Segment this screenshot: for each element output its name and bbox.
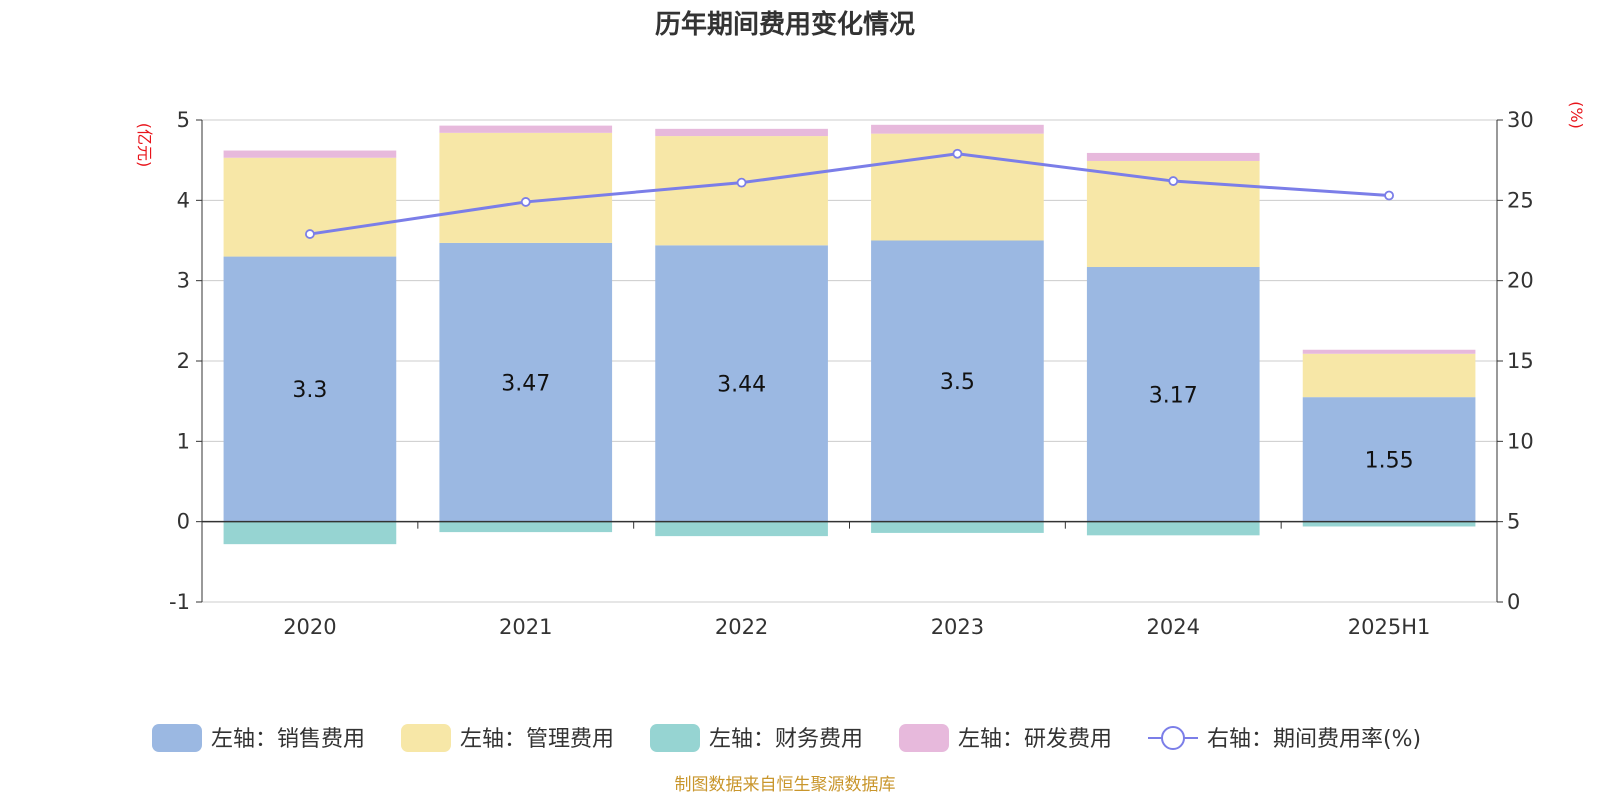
rate-point [520, 197, 531, 207]
right-tick-label: 25 [1507, 188, 1534, 212]
bar-segment [871, 240, 1044, 522]
bar-segment [871, 124, 1044, 134]
bar-segment [1302, 349, 1476, 354]
right-tick-label: 15 [1507, 349, 1534, 373]
left-tick-label: 3 [177, 269, 190, 293]
bar-segment [1086, 267, 1260, 522]
bar-segment [223, 150, 397, 158]
left-tick-label: 0 [177, 510, 190, 534]
x-tick-label: 2023 [931, 615, 984, 639]
bar-segment [655, 521, 828, 537]
x-tick-label: 2024 [1147, 615, 1200, 639]
legend-item: 右轴：期间费用率(%) [1148, 726, 1421, 752]
bar-labels: 3.3 3.47 3.44 3.5 3.17 1.55 [292, 370, 1413, 473]
legend-item: 左轴：研发费用 [899, 724, 1112, 752]
right-tick-label: 10 [1507, 429, 1534, 453]
data-label: 3.17 [1149, 383, 1198, 408]
left-axis-unit: (亿元) [135, 123, 154, 168]
bar-segment [1302, 397, 1476, 522]
x-tick-label: 2021 [499, 615, 552, 639]
rate-point [305, 229, 315, 239]
legend-item: 左轴：销售费用 [152, 724, 365, 752]
legend-swatch [152, 724, 202, 752]
legend-swatch [899, 724, 949, 752]
x-tick-label: 2025H1 [1348, 615, 1431, 639]
left-tick-label: 4 [177, 188, 190, 212]
bar-segment [439, 242, 613, 522]
bar-segment [655, 245, 828, 522]
left-tick-label: -1 [169, 590, 190, 614]
right-tick-label: 30 [1507, 108, 1534, 132]
legend: 左轴：销售费用 左轴：管理费用 左轴：财务费用 左轴：研发费用 右轴：期间费用率(%) [152, 724, 1421, 752]
rate-point [1384, 190, 1394, 201]
legend-label: 左轴：研发费用 [958, 727, 1112, 752]
bar-segment [1086, 152, 1260, 161]
rate-point [1168, 176, 1179, 186]
right-tick-label: 0 [1507, 590, 1520, 614]
bar-segment [223, 256, 397, 522]
bar-segment [1302, 521, 1476, 527]
legend-swatch [401, 724, 451, 752]
rate-line [305, 148, 1394, 239]
bar-segment [439, 125, 613, 133]
data-label: 3.44 [717, 372, 766, 397]
data-label: 3.3 [292, 378, 327, 403]
x-tick-label: 2020 [283, 615, 336, 639]
source-footer: 制图数据来自恒生聚源数据库 [675, 775, 896, 795]
axes: -1 0 1 2 3 4 5 0 5 10 15 20 25 30 2020 2021 2022 2023 2024… [169, 108, 1534, 639]
bar-segment [1302, 353, 1476, 398]
rate-point [736, 177, 747, 188]
rate-line-path [309, 152, 1390, 236]
legend-item: 左轴：管理费用 [401, 724, 614, 752]
bar-segment [1086, 521, 1260, 536]
bars [223, 124, 1476, 545]
bar-segment [439, 521, 613, 533]
bar-segment [655, 136, 828, 246]
x-tick-label: 2022 [715, 615, 768, 639]
legend-marker-icon [1161, 726, 1185, 750]
right-tick-label: 5 [1507, 510, 1520, 534]
gridlines [202, 119, 1497, 603]
rate-point [952, 148, 963, 159]
left-tick-label: 2 [177, 349, 190, 373]
legend-item: 左轴：财务费用 [650, 724, 863, 752]
data-label: 3.47 [501, 371, 550, 396]
bar-segment [223, 157, 397, 257]
bar-segment [871, 521, 1044, 533]
right-axis-unit: (%) [1567, 101, 1586, 129]
legend-label: 右轴：期间费用率(%) [1207, 727, 1421, 752]
legend-label: 左轴：销售费用 [211, 727, 365, 752]
bar-segment [439, 132, 613, 243]
bar-segment [655, 128, 828, 137]
right-tick-label: 20 [1507, 269, 1534, 293]
left-tick-label: 1 [177, 429, 190, 453]
data-label: 1.55 [1365, 448, 1414, 473]
legend-label: 左轴：财务费用 [709, 727, 863, 752]
legend-swatch [650, 724, 700, 752]
data-label: 3.5 [940, 370, 975, 395]
left-tick-label: 5 [177, 108, 190, 132]
bar-segment [223, 521, 397, 545]
legend-label: 左轴：管理费用 [460, 727, 614, 752]
chart-title: 历年期间费用变化情况 [655, 9, 915, 40]
